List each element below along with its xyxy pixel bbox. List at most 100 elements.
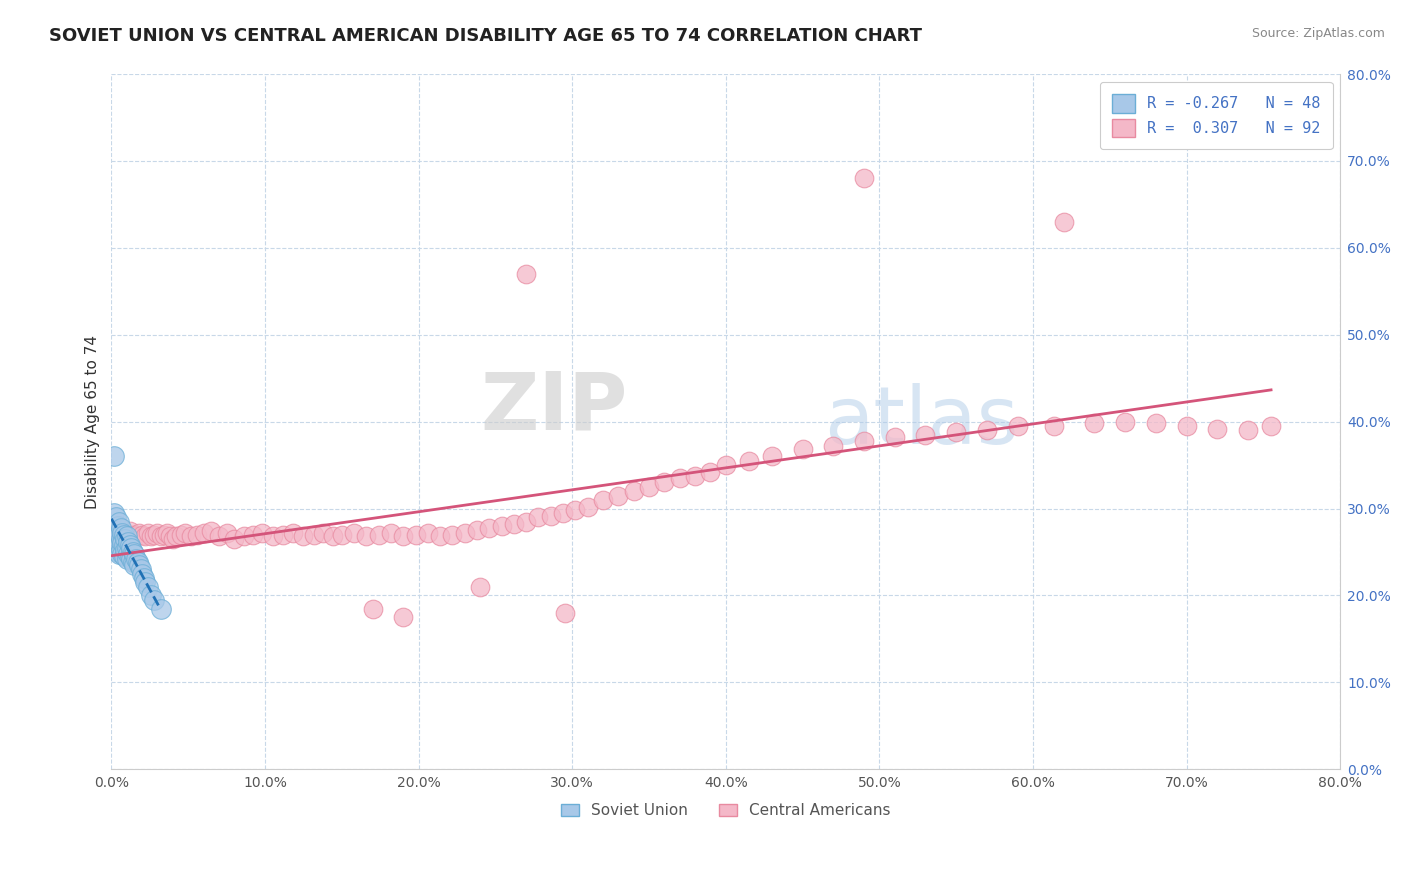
Point xyxy=(914,427,936,442)
Point xyxy=(156,525,179,540)
Point xyxy=(169,527,191,541)
Point xyxy=(103,532,125,546)
Point xyxy=(515,515,537,529)
Point xyxy=(527,510,550,524)
Point xyxy=(540,508,562,523)
Point xyxy=(149,529,172,543)
Point xyxy=(134,575,156,590)
Point xyxy=(180,529,202,543)
Point xyxy=(105,510,128,524)
Point xyxy=(193,525,215,540)
Point xyxy=(115,529,138,543)
Point xyxy=(108,515,131,529)
Point xyxy=(343,525,366,540)
Point xyxy=(103,450,125,464)
Point xyxy=(1237,423,1260,437)
Point xyxy=(117,547,139,561)
Point xyxy=(853,171,876,186)
Point xyxy=(1175,419,1198,434)
Point xyxy=(143,527,166,541)
Point xyxy=(107,545,129,559)
Point xyxy=(273,527,295,541)
Point xyxy=(232,529,254,543)
Point xyxy=(146,525,169,540)
Point xyxy=(405,527,427,541)
Point xyxy=(302,527,325,541)
Point xyxy=(823,439,845,453)
Point xyxy=(114,543,136,558)
Point xyxy=(107,532,129,546)
Point xyxy=(592,492,614,507)
Point xyxy=(792,442,814,457)
Point xyxy=(149,601,172,615)
Text: atlas: atlas xyxy=(824,383,1018,460)
Point xyxy=(416,525,439,540)
Point xyxy=(132,571,155,585)
Point xyxy=(976,423,998,437)
Point xyxy=(129,562,152,576)
Point xyxy=(110,543,132,558)
Point xyxy=(112,527,135,541)
Point xyxy=(502,517,524,532)
Point xyxy=(392,529,415,543)
Point xyxy=(124,547,146,561)
Point xyxy=(159,529,181,543)
Point xyxy=(312,525,335,540)
Point xyxy=(124,558,146,572)
Point xyxy=(322,529,344,543)
Point xyxy=(118,538,141,552)
Point xyxy=(623,484,645,499)
Point xyxy=(242,527,264,541)
Point xyxy=(250,525,273,540)
Point xyxy=(1053,215,1076,229)
Point xyxy=(108,527,131,541)
Point xyxy=(761,450,783,464)
Point xyxy=(118,524,141,538)
Point xyxy=(186,527,208,541)
Point xyxy=(120,552,142,566)
Point xyxy=(292,529,315,543)
Text: Source: ZipAtlas.com: Source: ZipAtlas.com xyxy=(1251,27,1385,40)
Point xyxy=(1114,415,1136,429)
Point xyxy=(281,525,304,540)
Point xyxy=(174,525,197,540)
Y-axis label: Disability Age 65 to 74: Disability Age 65 to 74 xyxy=(86,334,100,508)
Point xyxy=(683,468,706,483)
Point xyxy=(576,500,599,514)
Point xyxy=(117,534,139,549)
Point xyxy=(152,527,174,541)
Point xyxy=(224,532,246,546)
Point xyxy=(108,547,131,561)
Point xyxy=(110,529,132,543)
Point xyxy=(112,538,135,552)
Point xyxy=(1007,419,1029,434)
Point xyxy=(134,529,156,543)
Point xyxy=(143,592,166,607)
Point xyxy=(551,506,574,520)
Point xyxy=(108,538,131,552)
Point xyxy=(654,475,676,490)
Point xyxy=(638,480,661,494)
Point xyxy=(361,601,384,615)
Point xyxy=(738,454,761,468)
Point xyxy=(107,527,129,541)
Point xyxy=(465,524,488,538)
Point xyxy=(112,549,135,564)
Point xyxy=(128,525,150,540)
Point xyxy=(1260,419,1282,434)
Point xyxy=(945,425,967,439)
Point xyxy=(141,589,163,603)
Point xyxy=(141,529,163,543)
Point xyxy=(122,527,145,541)
Point xyxy=(118,549,141,564)
Point xyxy=(367,527,389,541)
Point xyxy=(122,545,145,559)
Point xyxy=(136,580,159,594)
Point xyxy=(128,558,150,572)
Point xyxy=(125,529,148,543)
Point xyxy=(262,529,284,543)
Point xyxy=(554,606,576,620)
Point xyxy=(1144,417,1167,431)
Point xyxy=(125,552,148,566)
Point xyxy=(491,519,513,533)
